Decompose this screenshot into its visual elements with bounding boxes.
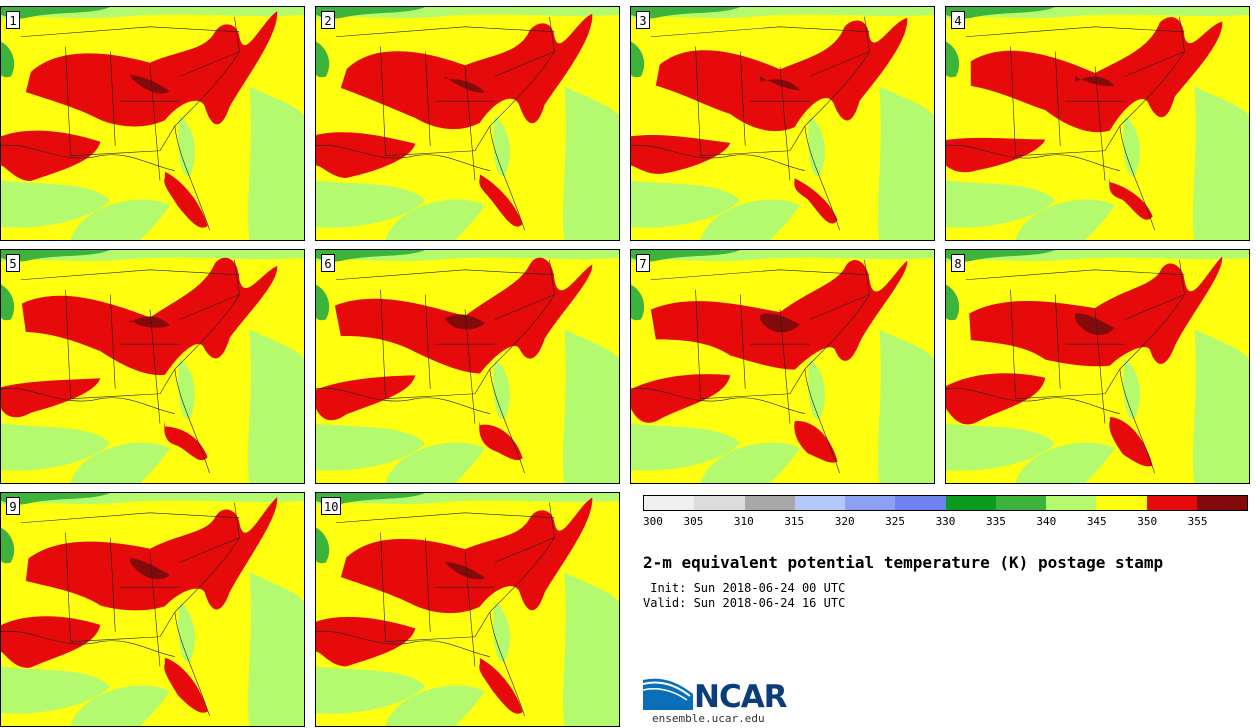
colorbar-swatch (644, 496, 695, 510)
init-time: Init: Sun 2018-06-24 00 UTC (643, 581, 846, 595)
equivalent-potential-temperature-map (316, 250, 619, 483)
colorbar-tick-label: 320 (834, 515, 855, 528)
equivalent-potential-temperature-map (316, 7, 619, 240)
colorbar-tick-label: 330 (935, 515, 956, 528)
map-panel: 5 (0, 249, 305, 484)
map-panel: 9 (0, 492, 305, 727)
panel-number: 9 (6, 497, 20, 515)
colorbar-tick-label: 355 (1187, 515, 1208, 528)
equivalent-potential-temperature-map (631, 250, 934, 483)
colorbar-tick-label: 345 (1086, 515, 1107, 528)
ncar-logo (643, 678, 693, 710)
map-panel: 4 (945, 6, 1250, 241)
colorbar-swatch (744, 496, 795, 510)
equivalent-potential-temperature-map (1, 493, 304, 726)
map-panel: 10 (315, 492, 620, 727)
colorbar-tick-label: 350 (1137, 515, 1158, 528)
equivalent-potential-temperature-map (1, 250, 304, 483)
equivalent-potential-temperature-map (1, 7, 304, 240)
map-panel: 8 (945, 249, 1250, 484)
panel-number: 6 (321, 254, 335, 272)
map-panel: 1 (0, 6, 305, 241)
panel-number: 2 (321, 11, 335, 29)
colorbar-tick-label: 305 (683, 515, 704, 528)
map-panel: 7 (630, 249, 935, 484)
colorbar (643, 495, 1248, 511)
colorbar-tick-label: 335 (985, 515, 1006, 528)
site-url: ensemble.ucar.edu (652, 712, 765, 725)
colorbar-swatch (794, 496, 845, 510)
colorbar-tick-labels: 300 305 310 315 320 325 330 335 340 345 350 355 (643, 515, 1248, 531)
colorbar-swatch (845, 496, 896, 510)
colorbar-tick-label: 315 (784, 515, 805, 528)
ncar-logo-text: NCAR (694, 679, 788, 715)
map-panel: 6 (315, 249, 620, 484)
colorbar-swatch (1196, 496, 1247, 510)
equivalent-potential-temperature-map (946, 250, 1249, 483)
panel-number: 8 (951, 254, 965, 272)
panel-number: 3 (636, 11, 650, 29)
equivalent-potential-temperature-map (946, 7, 1249, 240)
panel-number: 1 (6, 11, 20, 29)
colorbar-tick-label: 310 (733, 515, 754, 528)
colorbar-swatch (945, 496, 996, 510)
colorbar-tick-label: 340 (1036, 515, 1057, 528)
equivalent-potential-temperature-map (316, 493, 619, 726)
panel-number: 10 (321, 497, 342, 515)
colorbar-tick-label: 300 (643, 515, 663, 528)
colorbar-swatch (895, 496, 946, 510)
plot-title: 2-m equivalent potential temperature (K)… (643, 553, 1164, 572)
valid-time: Valid: Sun 2018-06-24 16 UTC (643, 596, 846, 610)
panel-number: 7 (636, 254, 650, 272)
colorbar-swatch (1096, 496, 1147, 510)
colorbar-swatch (995, 496, 1046, 510)
map-panel: 2 (315, 6, 620, 241)
colorbar-swatch (1146, 496, 1197, 510)
colorbar-tick-label: 325 (885, 515, 906, 528)
map-panel: 3 (630, 6, 935, 241)
panel-number: 5 (6, 254, 20, 272)
panel-number: 4 (951, 11, 965, 29)
colorbar-swatch (1046, 496, 1097, 510)
colorbar-swatch (694, 496, 745, 510)
equivalent-potential-temperature-map (631, 7, 934, 240)
